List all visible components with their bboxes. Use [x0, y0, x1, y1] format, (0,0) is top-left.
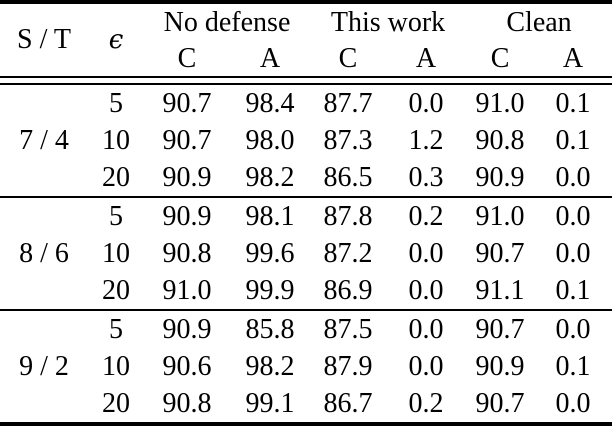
epsilon-value: 10 [102, 124, 130, 156]
table-row: 10 90.6 98.2 87.9 0.0 90.9 0.1 [0, 348, 612, 385]
cell-value: 86.9 [323, 274, 373, 306]
cell-value: 90.7 [162, 87, 212, 119]
cell-value: 91.0 [475, 87, 525, 119]
header-no-defense: No defense [163, 7, 291, 38]
cell-value: 90.8 [162, 237, 212, 269]
header-epsilon-symbol: ϵ [108, 25, 124, 55]
cell-value: 0.2 [386, 196, 467, 235]
cell-value: 90.7 [466, 309, 535, 348]
st-group-label: 8 / 6 [0, 196, 88, 310]
table-row: 10 90.7 98.0 87.3 1.2 90.8 0.1 [0, 122, 612, 159]
header-clean-clean-acc: C [490, 43, 510, 74]
table-row: 20 91.0 99.9 86.9 0.0 91.1 0.1 [0, 272, 612, 310]
epsilon-value: 10 [102, 237, 130, 269]
cell-value: 87.3 [323, 124, 373, 156]
cell-value: 0.3 [408, 161, 444, 193]
cell-value: 85.8 [230, 309, 311, 348]
cell-value: 0.0 [408, 87, 444, 119]
divider-rule [0, 76, 612, 85]
st-group-label: 7 / 4 [19, 124, 69, 156]
cell-value: 90.9 [144, 196, 230, 235]
header-sub-row: C A C A C A [0, 42, 612, 77]
cell-value: 86.5 [323, 161, 373, 193]
cell-value: 0.2 [408, 387, 444, 419]
table-row: 20 90.8 99.1 86.7 0.2 90.7 0.0 [0, 385, 612, 424]
cell-value: 91.0 [162, 274, 212, 306]
cell-value: 98.4 [245, 87, 295, 119]
cell-value: 90.6 [162, 350, 212, 382]
cell-value: 90.9 [475, 350, 525, 382]
cell-value: 0.0 [534, 196, 612, 235]
header-st: S / T [17, 24, 71, 55]
cell-value: 90.9 [162, 161, 212, 193]
cell-value: 91.1 [475, 274, 525, 306]
header-this-work-clean-acc: C [338, 43, 358, 74]
epsilon-value: 20 [102, 387, 130, 419]
cell-value: 87.9 [323, 350, 373, 382]
table-row: 7 / 4 5 90.7 98.4 87.7 0.0 91.0 0.1 [0, 84, 612, 154]
cell-value: 98.2 [245, 350, 295, 382]
header-this-work: This work [330, 7, 446, 38]
epsilon-value: 5 [88, 196, 144, 235]
table-row: 20 90.9 98.2 86.5 0.3 90.9 0.0 [0, 159, 612, 197]
cell-value: 90.9 [475, 161, 525, 193]
header-no-defense-clean-acc: C [177, 43, 197, 74]
cell-value: 98.0 [245, 124, 295, 156]
cell-value: 0.0 [408, 350, 444, 382]
cell-value: 90.8 [162, 387, 212, 419]
st-group-label: 9 / 2 [0, 309, 88, 424]
cell-value: 90.8 [475, 124, 525, 156]
header-this-work-attack-acc: A [415, 43, 437, 74]
cell-value: 90.7 [475, 237, 525, 269]
cell-value: 90.7 [475, 387, 525, 419]
cell-value: 1.2 [408, 124, 444, 156]
cell-value: 0.1 [555, 274, 591, 306]
table-row: 10 90.8 99.6 87.2 0.0 90.7 0.0 [0, 235, 612, 272]
epsilon-value: 20 [102, 161, 130, 193]
epsilon-value: 5 [109, 87, 123, 119]
cell-value: 90.7 [162, 124, 212, 156]
cell-value: 0.1 [555, 350, 591, 382]
cell-value: 0.0 [555, 161, 591, 193]
cell-value: 98.1 [230, 196, 311, 235]
cell-value: 0.1 [555, 124, 591, 156]
epsilon-value: 5 [88, 309, 144, 348]
table-row: 8 / 6 5 90.9 98.1 87.8 0.2 91.0 0.0 [0, 196, 612, 310]
cell-value: 99.1 [245, 387, 295, 419]
table-header: S / T ϵ No defense This work Clean C A C… [0, 2, 612, 77]
cell-value: 87.7 [323, 87, 373, 119]
header-body-divider [0, 76, 612, 85]
cell-value: 0.0 [408, 237, 444, 269]
cell-value: 91.0 [466, 196, 535, 235]
cell-value: 0.1 [555, 87, 591, 119]
header-clean-attack-acc: A [562, 43, 584, 74]
table-body: 7 / 4 5 90.7 98.4 87.7 0.0 91.0 0.1 10 9… [0, 76, 612, 424]
cell-value: 0.0 [408, 274, 444, 306]
cell-value: 90.9 [144, 309, 230, 348]
cell-value: 0.0 [534, 309, 612, 348]
cell-value: 0.0 [555, 387, 591, 419]
cell-value: 87.5 [310, 309, 387, 348]
header-group-row: S / T ϵ No defense This work Clean [0, 2, 612, 54]
cell-value: 99.9 [245, 274, 295, 306]
cell-value: 87.2 [323, 237, 373, 269]
epsilon-value: 20 [102, 274, 130, 306]
cell-value: 0.0 [386, 309, 467, 348]
cell-value: 0.0 [555, 237, 591, 269]
header-clean: Clean [506, 7, 572, 38]
cell-value: 87.8 [310, 196, 387, 235]
header-no-defense-attack-acc: A [259, 43, 281, 74]
cell-value: 99.6 [245, 237, 295, 269]
table-row: 9 / 2 5 90.9 85.8 87.5 0.0 90.7 0.0 [0, 309, 612, 424]
epsilon-value: 10 [102, 350, 130, 382]
cell-value: 98.2 [245, 161, 295, 193]
cell-value: 86.7 [323, 387, 373, 419]
